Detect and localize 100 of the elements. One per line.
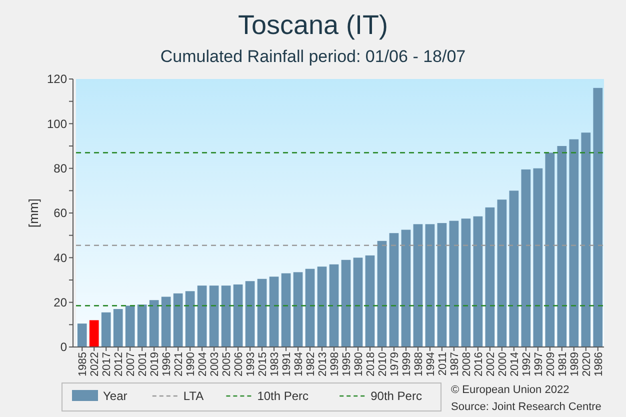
bar (209, 286, 219, 347)
x-tick-label: 1990 (185, 352, 198, 376)
x-tick-label: 1988 (412, 352, 425, 376)
bar (77, 324, 87, 347)
x-tick-label: 2020 (580, 352, 593, 376)
bar (113, 309, 123, 347)
x-tick-label: 1984 (293, 352, 306, 376)
bar (233, 284, 243, 347)
chart-subtitle: Cumulated Rainfall period: 01/06 - 18/07 (160, 47, 466, 66)
x-tick-label: 1995 (340, 352, 353, 376)
bar (557, 146, 567, 347)
bar (365, 255, 375, 347)
bar (377, 240, 387, 347)
bar (533, 168, 543, 347)
y-tick-label: 40 (54, 250, 68, 265)
bar (221, 286, 231, 347)
bar (521, 169, 531, 347)
bar (269, 276, 279, 347)
bar (149, 300, 159, 347)
x-tick-label: 2002 (484, 352, 497, 376)
bar (329, 264, 339, 347)
bar (449, 220, 459, 347)
y-tick-label: 0 (60, 340, 68, 354)
x-tick-label: 1997 (532, 352, 545, 376)
bar (185, 291, 195, 347)
bar (317, 266, 327, 347)
x-tick-label: 2021 (173, 352, 186, 376)
bar (305, 268, 315, 347)
y-axis-title: [mm] (26, 198, 41, 228)
x-tick-label: 1985 (77, 352, 90, 376)
y-tick-label: 60 (54, 206, 68, 220)
x-tick-label: 2000 (496, 352, 509, 376)
x-tick-label: 2003 (209, 352, 222, 376)
text: © European Union 2022 (451, 384, 570, 396)
bar (485, 207, 495, 347)
chart-title: Toscana (IT) (238, 10, 388, 40)
bar (461, 218, 471, 347)
x-tick-label: 2016 (472, 352, 485, 376)
x-tick-label: 1982 (305, 352, 318, 376)
y-tick-label: 80 (54, 162, 68, 176)
bar (473, 216, 483, 347)
bar (593, 88, 603, 347)
bar (437, 223, 447, 347)
y-tick-label: 120 (46, 72, 68, 86)
x-tick-label: 2008 (460, 352, 473, 376)
x-tick-label: 1992 (520, 352, 533, 376)
x-tick-label: 1983 (269, 352, 282, 376)
legend-label: Year (103, 389, 128, 404)
y-tick-label: 100 (46, 116, 68, 131)
bar (389, 233, 399, 347)
x-tick-label: 2022 (89, 352, 102, 376)
x-tick-label: 2019 (149, 352, 162, 376)
x-tick-label: 2004 (197, 352, 210, 376)
bar (101, 312, 111, 347)
bar (353, 258, 363, 347)
source-note: Source: Joint Research Centre (451, 401, 602, 413)
x-tick-label: 2001 (137, 352, 150, 376)
x-tick-label: 2018 (364, 352, 377, 376)
x-tick-label: 1991 (281, 352, 294, 376)
bar (341, 260, 351, 347)
x-tick-label: 1994 (424, 352, 437, 376)
x-tick-label: 1989 (568, 352, 581, 376)
bar (509, 190, 519, 347)
legend-label: LTA (183, 389, 204, 404)
x-tick-label: 1996 (161, 352, 174, 376)
bar (281, 273, 291, 347)
x-tick-label: 1998 (329, 352, 342, 376)
x-tick-label: 2007 (125, 352, 138, 376)
x-tick-label: 2006 (233, 352, 246, 376)
x-tick-label: 1987 (448, 352, 461, 376)
x-tick-label: 2011 (436, 352, 449, 376)
x-tick-label: 2009 (544, 352, 557, 376)
bar (89, 320, 99, 347)
x-tick-label: 2013 (317, 352, 330, 376)
legend-label: 90th Perc (370, 389, 422, 404)
bar (173, 293, 183, 347)
x-tick-label: 2017 (101, 352, 114, 376)
bar (413, 224, 423, 347)
bar (161, 296, 171, 347)
bar (197, 286, 207, 347)
bar (401, 230, 411, 347)
bar (125, 306, 135, 347)
bar (137, 304, 147, 347)
bar (293, 272, 303, 347)
x-tick-label: 2012 (113, 352, 126, 376)
bar (581, 132, 591, 347)
bar (257, 278, 267, 347)
x-tick-label: 1981 (556, 352, 569, 376)
legend-label: 10th Perc (257, 389, 309, 404)
x-tick-label: 1979 (388, 352, 401, 376)
x-tick-label: 1986 (592, 352, 605, 376)
x-tick-label: 2005 (221, 352, 234, 376)
x-tick-label: 1999 (400, 352, 413, 376)
bar (245, 281, 255, 347)
bar (545, 152, 555, 347)
bar (569, 139, 579, 347)
x-tick-label: 1980 (352, 352, 365, 376)
bar (425, 224, 435, 347)
x-tick-label: 2010 (376, 352, 389, 376)
bar (497, 200, 507, 347)
